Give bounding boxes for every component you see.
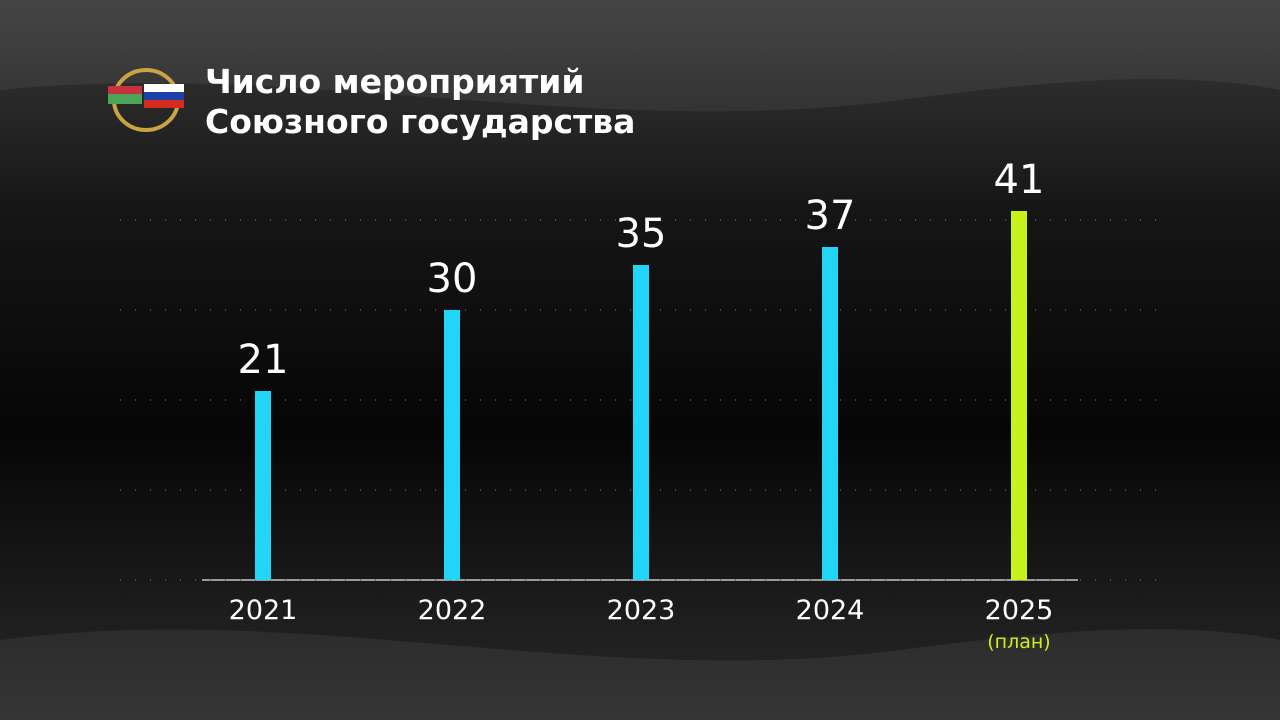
x-tick-label: 2021 xyxy=(229,595,298,626)
flag-stripe xyxy=(144,84,184,92)
bar xyxy=(255,391,271,580)
value-label: 35 xyxy=(616,211,667,257)
flag-stripe xyxy=(108,86,142,94)
x-tick-label: 2023 xyxy=(607,595,676,626)
bar xyxy=(444,310,460,580)
x-tick-label: 2024 xyxy=(796,595,865,626)
chart-title-line: Число мероприятий xyxy=(205,62,584,101)
bar xyxy=(822,247,838,580)
flag-stripe xyxy=(144,92,184,100)
bar xyxy=(633,265,649,580)
value-label: 41 xyxy=(994,157,1045,203)
x-tick-label: 2025 xyxy=(985,595,1054,626)
background-wave xyxy=(0,629,1280,720)
background-wave xyxy=(0,0,1280,112)
x-tick-label: 2022 xyxy=(418,595,487,626)
value-label: 37 xyxy=(805,193,856,239)
annotation: (план) xyxy=(987,631,1050,653)
value-label: 30 xyxy=(427,256,478,302)
bar xyxy=(1011,211,1027,580)
chart-title-line: Союзного государства xyxy=(205,102,635,141)
flag-stripe xyxy=(108,94,142,104)
logo xyxy=(108,68,184,132)
flag-stripe xyxy=(144,100,184,108)
value-label: 21 xyxy=(238,337,289,383)
